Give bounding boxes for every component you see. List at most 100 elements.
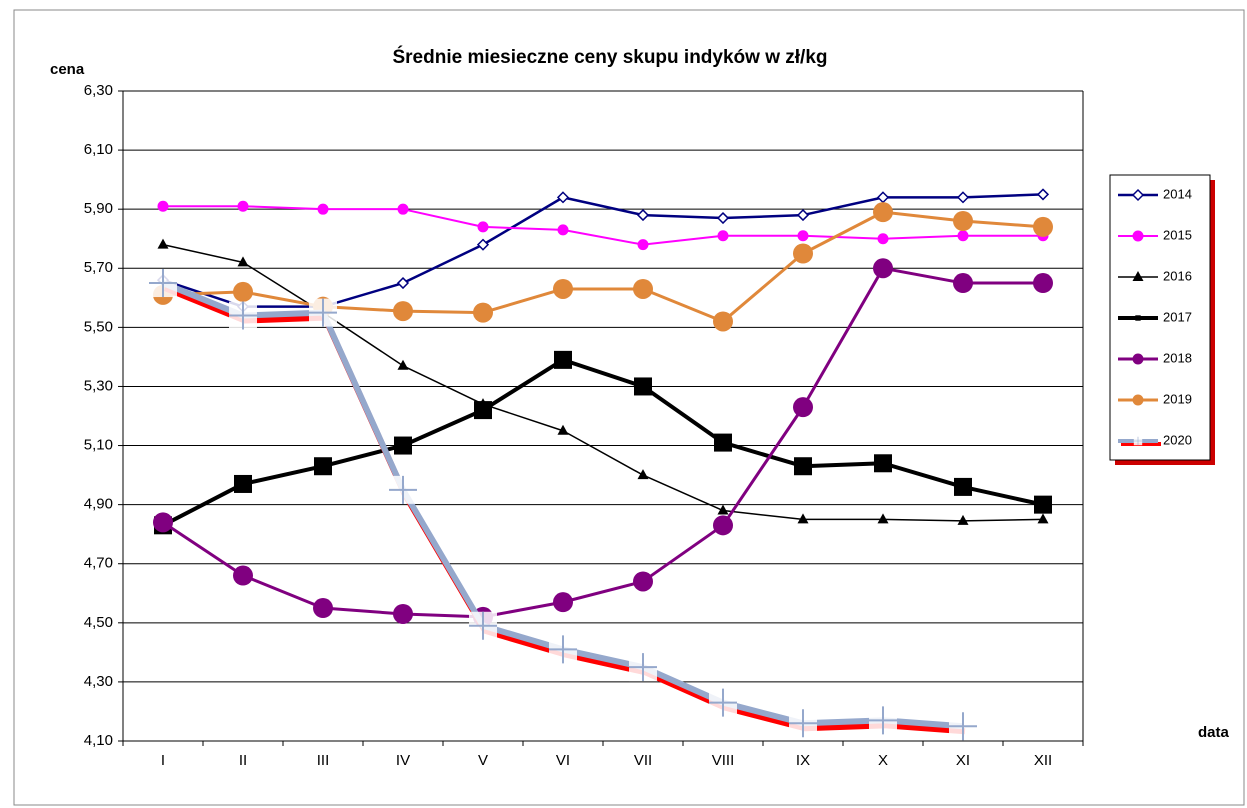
marker-shape [149,269,177,298]
x-tick-label: I [161,752,165,769]
point [153,512,173,533]
y-tick-label: 6,30 [84,82,113,99]
point [874,454,892,473]
marker-shape [713,515,733,536]
marker-shape [477,221,489,233]
marker-shape [396,276,410,290]
point [157,200,169,212]
x-tick-label: XII [1034,752,1052,769]
point [557,424,569,435]
point [717,504,729,515]
x-tick-label: IX [796,752,810,769]
marker-shape [1033,216,1053,237]
marker-shape [869,706,897,735]
point [637,239,649,251]
line [162,266,1043,619]
marker-shape [634,377,652,396]
marker-shape [633,571,653,592]
point [313,598,333,619]
legend-label: 2019 [1163,391,1192,406]
point [953,273,973,294]
x-tick-label: III [317,752,330,769]
x-tick-label: II [239,752,247,769]
point [317,203,329,215]
point [549,635,577,664]
marker-shape [717,230,729,242]
point [1131,188,1145,202]
marker-shape [157,200,169,212]
marker-shape [1037,513,1049,524]
point [709,688,737,717]
x-tick-label: VII [634,752,652,769]
point [954,477,972,496]
point [1033,216,1053,237]
marker-shape [1133,436,1143,446]
point [793,397,813,418]
point [1135,315,1141,321]
marker-shape [1132,353,1144,365]
marker-shape [873,202,893,223]
marker-shape [637,469,649,480]
x-axis-label: data [1198,724,1230,741]
marker-shape [393,603,413,624]
marker-shape [1034,495,1052,514]
point [1133,436,1143,446]
marker-shape [157,238,169,249]
marker-shape [873,258,893,279]
point [393,301,413,322]
y-tick-label: 4,90 [84,496,113,513]
marker-shape [877,233,889,245]
x-tick-label: VIII [712,752,735,769]
point [394,436,412,455]
legend-label: 2018 [1163,350,1192,365]
marker-shape [557,424,569,435]
marker-shape [397,359,409,370]
point [796,209,810,222]
y-axis-label: cena [50,61,85,78]
point [793,243,813,264]
marker-shape [1036,188,1050,201]
point [713,515,733,536]
legend-label: 2017 [1163,309,1192,324]
marker-shape [794,457,812,476]
marker-shape [953,273,973,294]
x-tick-label: V [478,752,488,769]
point [553,592,573,613]
marker-shape [476,238,490,251]
legend-label: 2016 [1163,268,1192,283]
marker-shape [309,298,337,327]
point [949,712,977,741]
marker-shape [1033,273,1053,294]
chart-title: Średnie miesieczne ceny skupu indyków w … [392,46,827,68]
marker-shape [1131,188,1145,202]
marker-shape [637,239,649,251]
point [1132,353,1144,365]
marker-shape [313,598,333,619]
y-tick-label: 4,70 [84,555,113,572]
marker-shape [393,301,413,322]
marker-shape [549,635,577,664]
point [1132,394,1144,406]
y-tick-label: 4,30 [84,673,113,690]
point [556,191,570,204]
point [314,457,332,476]
point [234,474,252,493]
point [397,359,409,370]
marker-shape [796,209,810,222]
marker-shape [317,203,329,215]
y-tick-label: 4,10 [84,732,113,749]
point [794,457,812,476]
point [233,565,253,586]
legend-label: 2014 [1163,186,1192,201]
point [877,233,889,245]
line [162,357,1044,528]
y-tick-label: 6,10 [84,141,113,158]
marker-shape [956,191,970,204]
point [389,475,417,504]
marker-shape [954,477,972,496]
marker-shape [234,474,252,493]
y-tick-label: 5,30 [84,377,113,394]
marker-shape [797,230,809,242]
marker-shape [797,513,809,524]
